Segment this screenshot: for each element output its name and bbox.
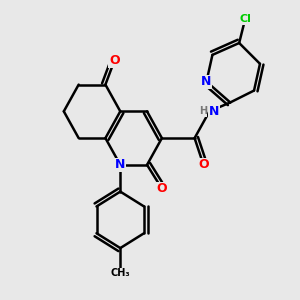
Text: Cl: Cl [239,14,251,24]
Text: N: N [209,105,219,118]
Text: O: O [198,158,209,171]
Text: O: O [109,54,120,67]
Text: H: H [199,106,207,116]
Text: N: N [115,158,125,171]
Text: CH₃: CH₃ [110,268,130,278]
Text: O: O [157,182,167,195]
Text: N: N [201,75,212,88]
